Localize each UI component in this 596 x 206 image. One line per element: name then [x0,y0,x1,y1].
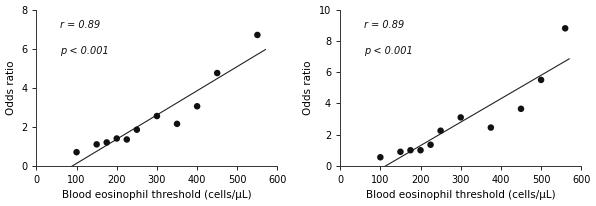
Point [396,150,405,153]
Point [212,71,222,75]
Point [172,122,182,125]
Point [426,143,435,146]
Point [560,27,570,30]
Point [486,126,496,129]
Point [152,114,162,118]
Point [112,137,122,140]
Point [536,78,546,82]
Y-axis label: Odds ratio: Odds ratio [5,60,15,115]
Point [456,116,465,119]
Point [102,141,111,144]
Text: r = 0.89: r = 0.89 [61,20,101,30]
Text: p < 0.001: p < 0.001 [364,46,413,55]
Point [122,138,132,141]
Point [516,107,526,110]
Point [436,129,445,132]
X-axis label: Blood eosinophil threshold (cells/μL): Blood eosinophil threshold (cells/μL) [62,190,252,200]
Point [416,149,426,152]
X-axis label: Blood eosinophil threshold (cells/μL): Blood eosinophil threshold (cells/μL) [366,190,555,200]
Text: r = 0.89: r = 0.89 [364,20,405,30]
Point [253,33,262,37]
Point [375,156,385,159]
Text: p < 0.001: p < 0.001 [61,46,109,55]
Point [72,151,81,154]
Y-axis label: Odds ratio: Odds ratio [303,60,313,115]
Point [92,143,101,146]
Point [193,105,202,108]
Point [132,128,142,131]
Point [406,149,415,152]
